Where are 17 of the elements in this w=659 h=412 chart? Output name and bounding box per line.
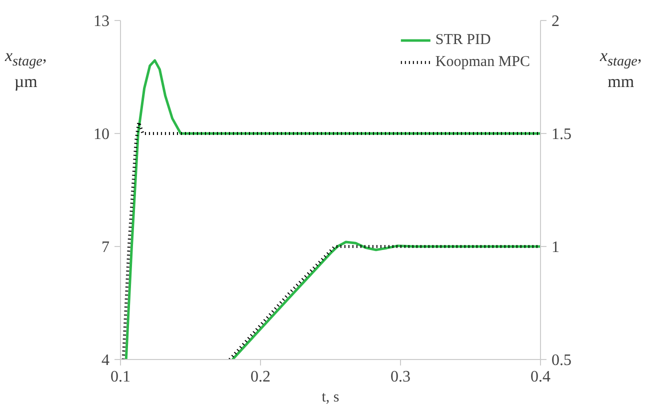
y2-axis-title: x$_{stage}$, mm [600, 45, 642, 93]
x-axis-title: t, s [322, 390, 340, 406]
y-tick-label: 7 [102, 239, 110, 256]
y-tick-label: 10 [94, 126, 110, 143]
y2-tick-label: 1.5 [552, 126, 572, 143]
x-tick-label: 0.2 [250, 368, 270, 386]
x-tick-label: 0.4 [530, 368, 550, 386]
x-tick-label: 0.1 [110, 368, 130, 386]
legend-label: STR PID [435, 32, 491, 48]
y-tick-label: 4 [102, 352, 110, 369]
x-tick-label: 0.3 [390, 368, 410, 386]
legend-label: Koopman MPC [435, 54, 530, 70]
y2-tick-label: 1 [552, 239, 560, 256]
y-axis-title: x$_{stage}$, µm [5, 45, 47, 93]
y-tick-label: 13 [94, 13, 110, 30]
y2-tick-label: 2 [552, 13, 560, 30]
y2-tick-label: 0.5 [552, 352, 572, 369]
